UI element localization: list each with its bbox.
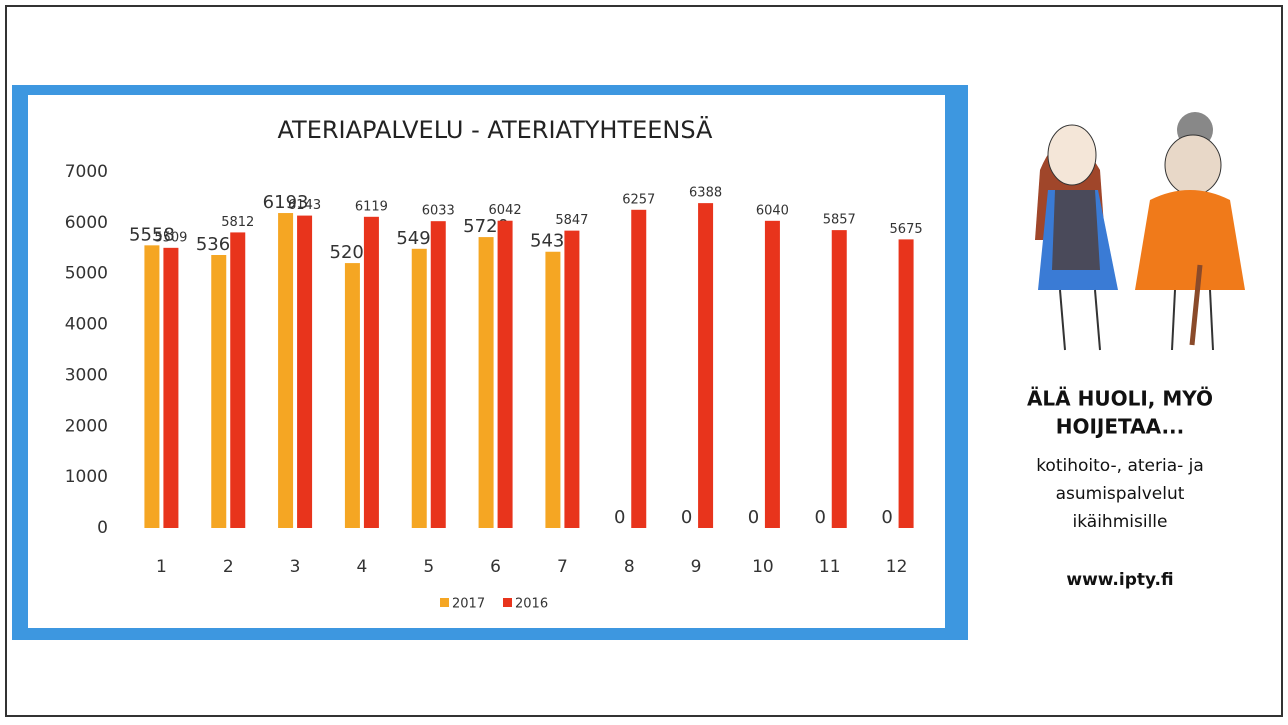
x-tick-label: 6 — [490, 557, 501, 577]
value-label: 6257 — [622, 192, 655, 207]
bar — [211, 254, 227, 529]
legend-label: 2017 — [452, 597, 485, 612]
x-tick-label: 9 — [691, 557, 702, 577]
chart-title: ATERIAPALVELU - ATERIATYHTEENSÄ — [278, 115, 714, 144]
y-tick-label: 0 — [97, 518, 108, 538]
value-label: 0 — [881, 507, 892, 528]
value-label: 5675 — [890, 222, 923, 237]
bar — [564, 230, 580, 528]
value-label: 6193 — [263, 192, 309, 213]
x-tick-label: 11 — [819, 557, 841, 577]
value-label: 6040 — [756, 203, 789, 218]
x-tick-label: 8 — [624, 557, 635, 577]
illustration — [1035, 112, 1245, 351]
legend-swatch — [440, 598, 449, 607]
y-tick-label: 4000 — [65, 315, 108, 335]
y-tick-label: 7000 — [65, 162, 108, 182]
y-tick-label: 1000 — [65, 467, 108, 487]
value-label: 6388 — [689, 186, 722, 201]
tagline: kotihoito-, ateria- ja — [1036, 456, 1204, 476]
bar — [144, 245, 160, 528]
bar — [631, 209, 647, 528]
y-tick-label: 5000 — [65, 264, 108, 284]
legend-label: 2016 — [515, 597, 548, 612]
value-label: 6042 — [489, 203, 522, 218]
url: www.ipty.fi — [1066, 570, 1173, 590]
headline: HOIJETAA... — [1056, 415, 1185, 439]
bar — [230, 232, 246, 529]
bar — [497, 220, 513, 529]
bar — [898, 239, 914, 528]
bar — [430, 221, 446, 528]
bar — [297, 215, 313, 528]
x-tick-label: 4 — [357, 557, 368, 577]
bar — [831, 230, 847, 529]
bar — [698, 203, 714, 528]
value-label: 6033 — [422, 204, 455, 219]
value-label: 5490 — [396, 228, 442, 249]
value-label: 5368 — [196, 234, 242, 255]
bar — [411, 248, 427, 528]
bar — [344, 263, 360, 528]
value-label: 0 — [614, 507, 625, 528]
bar — [163, 247, 179, 528]
y-tick-label: 2000 — [65, 416, 108, 436]
value-label: 5812 — [221, 215, 254, 230]
value-label: 5432 — [530, 231, 576, 252]
value-label: 5720 — [463, 216, 509, 237]
legend-swatch — [503, 598, 512, 607]
x-tick-label: 5 — [423, 557, 434, 577]
value-label: 5509 — [154, 230, 187, 245]
value-label: 5857 — [823, 213, 856, 228]
value-label: 0 — [815, 507, 826, 528]
x-tick-label: 12 — [886, 557, 908, 577]
tagline: ikäihmisille — [1073, 512, 1168, 532]
tagline: asumispalvelut — [1056, 484, 1185, 504]
headline: ÄLÄ HUOLI, MYÖ — [1027, 387, 1213, 411]
bar — [278, 213, 294, 528]
y-tick-label: 6000 — [65, 213, 108, 233]
value-label: 6143 — [288, 198, 321, 213]
bar — [545, 251, 561, 528]
bar — [363, 216, 379, 528]
bar — [478, 237, 494, 528]
value-label: 0 — [748, 507, 759, 528]
bar — [764, 220, 780, 528]
value-label: 0 — [681, 507, 692, 528]
x-tick-label: 10 — [752, 557, 774, 577]
x-tick-label: 7 — [557, 557, 568, 577]
x-tick-label: 1 — [156, 557, 167, 577]
y-tick-label: 3000 — [65, 365, 108, 385]
x-tick-label: 2 — [223, 557, 234, 577]
x-tick-label: 3 — [290, 557, 301, 577]
value-label: 5209 — [330, 242, 376, 263]
value-label: 5847 — [555, 213, 588, 228]
value-label: 6119 — [355, 199, 388, 214]
value-label: 5558 — [129, 224, 175, 245]
